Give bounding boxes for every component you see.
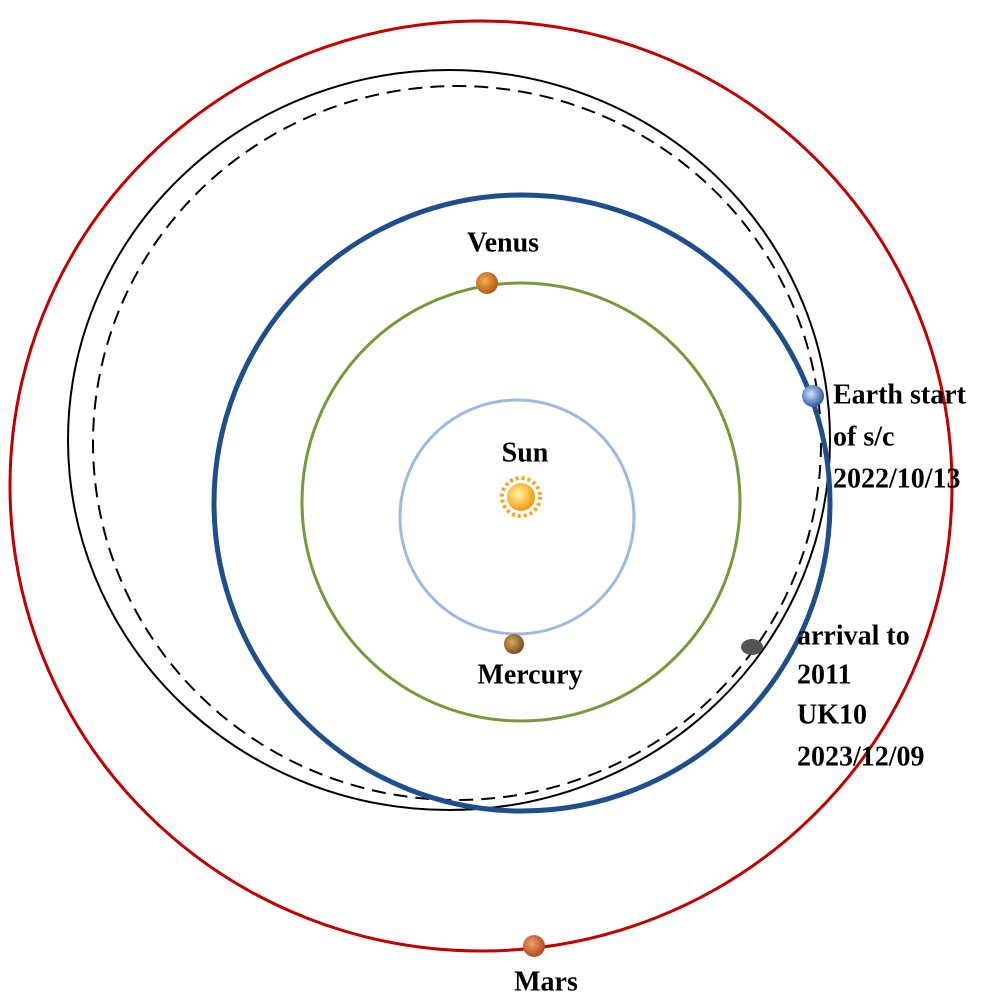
transfer-orbit <box>67 69 831 811</box>
venus-label: Venus <box>467 227 539 258</box>
earth-label: of s/c <box>833 421 894 452</box>
arrival-label: arrival to <box>797 620 910 651</box>
venus-orbit <box>300 281 742 723</box>
mars-planet <box>523 935 545 957</box>
arrival-label: 2011 <box>797 659 851 690</box>
earth-orbit <box>211 192 833 814</box>
mars-label: Mars <box>514 966 578 997</box>
orbits <box>8 19 954 953</box>
asteroid-orbit <box>92 85 822 801</box>
sun-icon <box>500 476 542 518</box>
asteroid <box>741 639 763 655</box>
mars-orbit <box>8 19 954 953</box>
mercury-planet <box>504 634 524 654</box>
earth-label: 2022/10/13 <box>833 463 961 494</box>
venus-planet <box>476 272 498 294</box>
earth-planet <box>802 385 824 407</box>
mercury-orbit <box>398 398 636 636</box>
sun-label: Sun <box>502 437 549 468</box>
earth-label: Earth start <box>833 379 967 410</box>
mercury-label: Mercury <box>477 659 582 690</box>
arrival-label: UK10 <box>797 699 867 730</box>
arrival-label: 2023/12/09 <box>797 741 925 772</box>
